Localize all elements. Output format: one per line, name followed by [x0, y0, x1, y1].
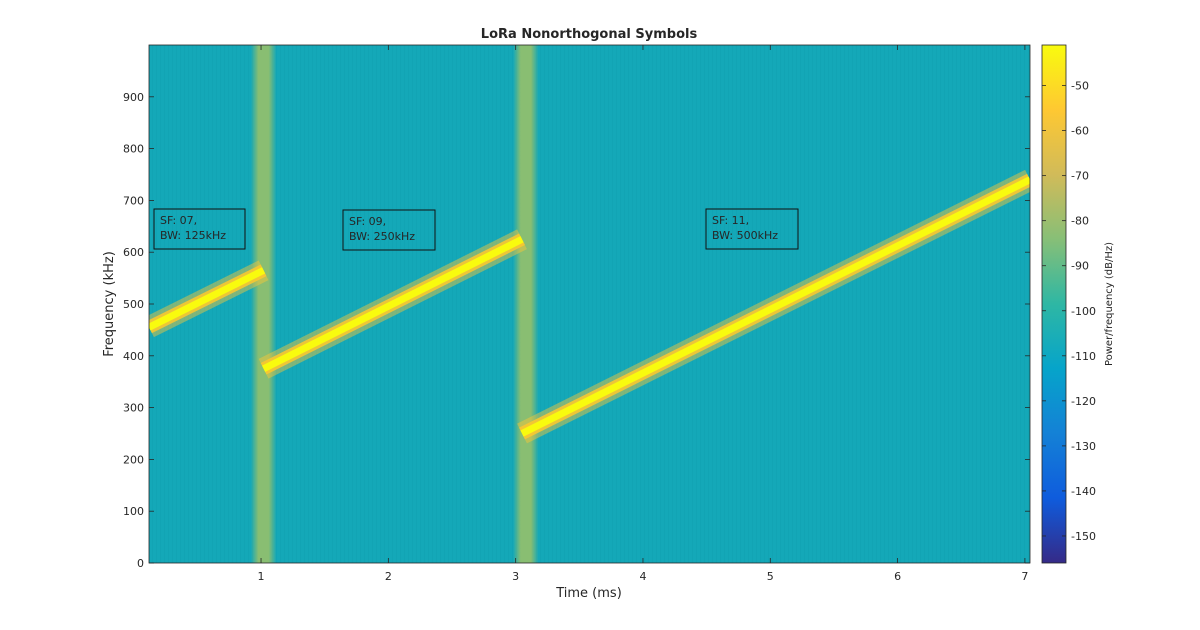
annotation-text-2-1: SF: 09, — [349, 215, 386, 228]
y-tick-label: 300 — [123, 402, 144, 415]
colorbar-label: Power/frequency (dB/Hz) — [1104, 242, 1115, 366]
chirp-2 — [262, 236, 524, 372]
x-tick-label: 2 — [385, 570, 392, 583]
colorbar-tick-label: -80 — [1071, 215, 1089, 228]
colorbar-tick-label: -70 — [1071, 170, 1089, 183]
colorbar-scale — [1042, 45, 1066, 563]
annotation-text-3-2: BW: 500kHz — [712, 229, 778, 242]
colorbar-tick-label: -150 — [1071, 530, 1096, 543]
y-tick-label: 900 — [123, 91, 144, 104]
transition-band-2 — [513, 45, 539, 563]
annotation-text-1-1: SF: 07, — [160, 214, 197, 227]
y-tick-label: 400 — [123, 350, 144, 363]
annotations: SF: 07, BW: 125kHz SF: 09, BW: 250kHz SF: 11… — [153, 208, 799, 251]
annotation-box-3 — [705, 208, 799, 250]
colorbar-ticks: -150 -140 -130 -120 -110 -100 -90 -80 -70 -60 -50 — [1042, 80, 1096, 543]
annotation-text-1-2: BW: 125kHz — [160, 229, 226, 242]
y-tick-label: 200 — [123, 453, 144, 466]
x-axis-label: Time (ms) — [555, 586, 622, 601]
colorbar-tick-label: -60 — [1071, 125, 1089, 138]
transitions-layer — [250, 45, 539, 563]
y-tick-label: 800 — [123, 143, 144, 156]
chirp-1 — [149, 267, 266, 331]
colorbar: -150-140-130-120-110-100-90-80-70-60-50 … — [1041, 44, 1115, 564]
colorbar-tick-label: -110 — [1071, 350, 1096, 363]
x-tick-label: 3 — [512, 570, 519, 583]
y-tick-label: 500 — [123, 298, 144, 311]
y-tick-label: 100 — [123, 505, 144, 518]
colorbar-tick-label: -120 — [1071, 395, 1096, 408]
annotation-box-2 — [342, 209, 436, 251]
x-axis: 1 2 3 4 5 6 7 — [258, 45, 1028, 583]
y-axis-label: Frequency (kHz) — [102, 251, 117, 357]
y-tick-label: 700 — [123, 194, 144, 207]
x-tick-label: 1 — [258, 570, 265, 583]
transition-band-1 — [250, 45, 277, 563]
x-tick-label: 5 — [767, 570, 774, 583]
x-tick-label: 4 — [639, 570, 646, 583]
chirp-3 — [520, 176, 1030, 437]
colorbar-tick-label: -100 — [1071, 305, 1096, 318]
x-tick-label: 7 — [1021, 570, 1028, 583]
colorbar-tick-label: -140 — [1071, 485, 1096, 498]
chirps-layer — [149, 169, 1030, 444]
y-axis: 0 100 200 300 400 500 600 700 800 900 — [123, 91, 1030, 570]
plot-area — [149, 45, 1030, 563]
y-tick-label: 600 — [123, 246, 144, 259]
y-tick-label: 0 — [137, 557, 144, 570]
colorbar-tick-label: -50 — [1071, 80, 1089, 93]
chart-title: LoRa Nonorthogonal Symbols — [481, 27, 698, 42]
colorbar-border — [1041, 44, 1067, 564]
annotation-text-2-2: BW: 250kHz — [349, 230, 415, 243]
annotation-box-1 — [153, 208, 246, 250]
vertical-striping — [149, 45, 1030, 563]
x-tick-label: 6 — [894, 570, 901, 583]
colorbar-tick-label: -90 — [1071, 260, 1089, 273]
colorbar-tick-label: -130 — [1071, 440, 1096, 453]
annotation-text-3-1: SF: 11, — [712, 214, 749, 227]
